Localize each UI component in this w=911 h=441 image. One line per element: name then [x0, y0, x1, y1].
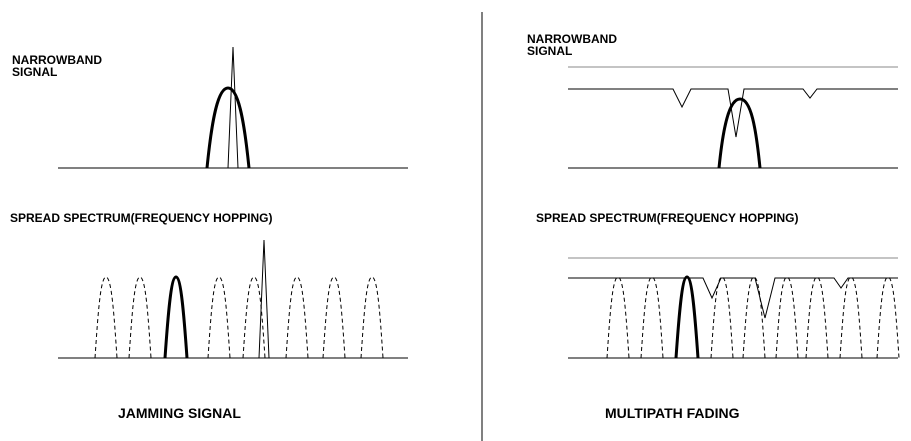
fading-envelope [568, 88, 898, 138]
jamming-spike [227, 46, 239, 169]
active-hop-curve-right [674, 275, 700, 359]
narrowband-signal-curve [205, 86, 251, 169]
left-hop-channels [94, 276, 384, 359]
left-hop-channel [128, 276, 152, 359]
right-narrowband-label-line2: SIGNAL [527, 44, 572, 58]
left-caption: JAMMING SIGNAL [118, 405, 241, 421]
right-hop-channels [606, 276, 900, 359]
right-hopping-plot [568, 257, 900, 359]
right-hop-channel [606, 276, 630, 359]
left-narrowband-label-line2: SIGNAL [12, 65, 57, 79]
right-hop-channel [876, 276, 900, 359]
right-caption: MULTIPATH FADING [605, 405, 740, 421]
right-panel: NARROWBAND SIGNAL SPREAD SPECTRUM(FREQUE… [527, 32, 900, 421]
left-hop-channel [285, 276, 309, 359]
left-hop-channel [322, 276, 346, 359]
right-hop-channel [742, 276, 766, 359]
left-hop-channel [360, 276, 384, 359]
right-hop-channel [805, 276, 829, 359]
right-narrowband-label-line1: NARROWBAND [527, 32, 617, 46]
jamming-spike-hopping [258, 239, 270, 359]
right-spread-spectrum-label: SPREAD SPECTRUM(FREQUENCY HOPPING) [536, 211, 798, 225]
right-hop-channel [640, 276, 664, 359]
right-narrowband-plot [568, 66, 898, 169]
right-hop-channel [839, 276, 863, 359]
left-hop-channel [242, 276, 266, 359]
fading-envelope-hopping [568, 277, 898, 319]
left-narrowband-plot [58, 46, 408, 169]
left-hop-channel [94, 276, 118, 359]
left-spread-spectrum-label: SPREAD SPECTRUM(FREQUENCY HOPPING) [10, 211, 272, 225]
left-narrowband-label-line1: NARROWBAND [12, 53, 102, 67]
left-hopping-plot [58, 239, 408, 359]
left-hop-channel [207, 276, 231, 359]
left-panel: NARROWBAND SIGNAL SPREAD SPECTRUM(FREQUE… [10, 46, 408, 421]
active-hop-curve [163, 275, 189, 359]
right-hop-channel [775, 276, 799, 359]
right-hop-channel [710, 276, 734, 359]
faded-narrowband-curve [717, 97, 762, 169]
